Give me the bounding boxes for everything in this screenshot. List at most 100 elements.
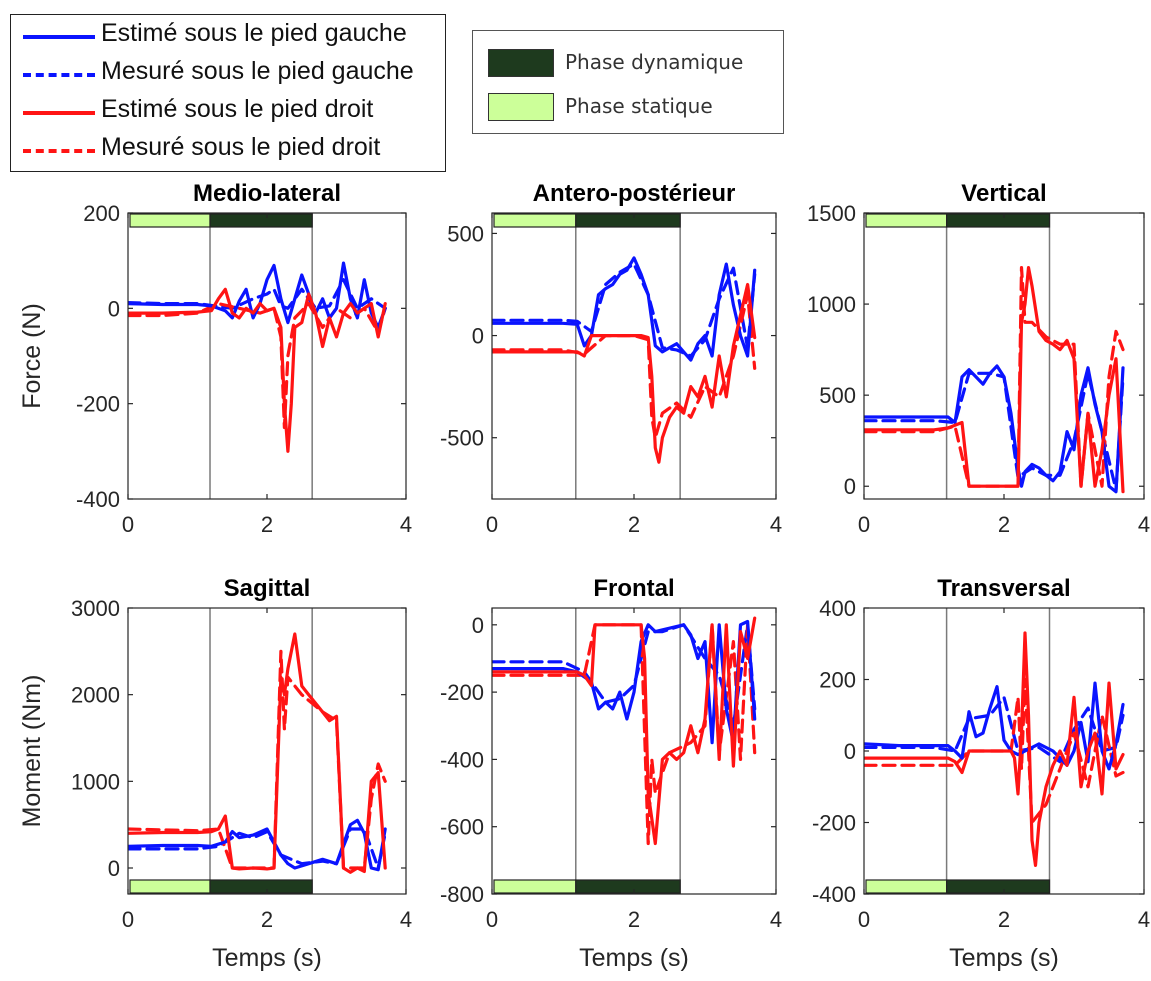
x-tick-label: 4 (400, 512, 412, 537)
x-axis-label: Temps (s) (579, 944, 689, 972)
x-tick-label: 0 (122, 512, 134, 537)
series-line-mes-gauche (492, 623, 757, 728)
x-tick-label: 2 (261, 907, 273, 932)
series-group (492, 616, 757, 846)
phase-swatch-dynamic (488, 49, 554, 77)
phase-bar-static (493, 879, 577, 894)
plot-background (128, 213, 406, 499)
y-tick-label: -400 (76, 487, 120, 512)
subplot-transversal: 0 2 4 -400 -200 0 200 400 Transversal Temps (s) (812, 575, 1150, 972)
y-tick-label: 0 (472, 613, 484, 638)
plot-background (864, 213, 1144, 499)
legend-swatch (23, 35, 95, 39)
x-tick-label: 4 (1138, 907, 1150, 932)
series-line-est-droit (128, 287, 387, 453)
phase-bar-static (865, 213, 948, 228)
y-tick-label: 0 (472, 324, 484, 349)
series-group (128, 261, 387, 453)
y-tick-label: 1500 (807, 201, 856, 226)
x-tick-label: 2 (998, 512, 1010, 537)
series-group (492, 256, 757, 464)
y-tick-label: 3000 (71, 596, 120, 621)
phase-bar-static (129, 213, 211, 228)
legend-swatch (23, 73, 95, 77)
subplot-antero-posterieur: 0 2 4 -500 0 500 Antero-postérieur (440, 180, 782, 537)
y-axis-label: Moment (Nm) (18, 675, 46, 828)
phase-bar-dynamic (209, 879, 313, 894)
y-tick-label: 0 (844, 474, 856, 499)
subplot-title: Antero-postérieur (533, 180, 736, 207)
y-tick-label: 500 (819, 383, 856, 408)
y-tick-label: -500 (440, 426, 484, 451)
series-group (864, 266, 1125, 494)
legend-swatch (23, 111, 95, 115)
subplot-title: Transversal (937, 575, 1070, 602)
x-tick-label: 4 (400, 907, 412, 932)
y-tick-label: -400 (440, 747, 484, 772)
x-tick-label: 0 (486, 907, 498, 932)
y-tick-label: 200 (819, 668, 856, 693)
series-line-est-droit (492, 616, 757, 846)
subplot-title: Sagittal (224, 575, 311, 602)
series-line-est-gauche (864, 364, 1125, 494)
x-tick-label: 4 (770, 512, 782, 537)
series-line-est-droit (864, 631, 1125, 868)
x-tick-label: 2 (628, 512, 640, 537)
series-group (864, 631, 1125, 868)
y-tick-label: -600 (440, 815, 484, 840)
phase-swatch-static (488, 93, 554, 121)
series-line-mes-droit (492, 623, 757, 846)
x-tick-label: 4 (770, 907, 782, 932)
legend-label: Mesuré sous le pied droit (101, 133, 381, 161)
x-axis-label: Temps (s) (949, 944, 1059, 972)
y-tick-label: 1000 (71, 769, 120, 794)
y-tick-label: 1000 (807, 292, 856, 317)
x-tick-label: 0 (122, 907, 134, 932)
subplot-frontal: 0 2 4 -800 -600 -400 -200 0 Frontal Temps (s) (440, 575, 782, 972)
y-tick-label: -400 (812, 882, 856, 907)
x-tick-label: 2 (998, 907, 1010, 932)
x-tick-label: 4 (1138, 512, 1150, 537)
subplot-vertical: 0 2 4 0 500 1000 1500 Vertical (807, 180, 1150, 537)
x-tick-label: 0 (858, 512, 870, 537)
subplot-title: Frontal (593, 575, 674, 602)
subplot-title: Medio-lateral (193, 180, 341, 207)
legend-swatch (23, 149, 95, 153)
phase-bar-static (865, 879, 948, 894)
y-tick-label: 2000 (71, 683, 120, 708)
series-line-mes-gauche (864, 695, 1125, 764)
phase-label: Phase statique (565, 94, 713, 118)
series-line-est-droit (128, 632, 387, 874)
series-group (128, 632, 387, 874)
phase-bar-dynamic (575, 213, 681, 228)
y-tick-label: -800 (440, 882, 484, 907)
series-line-est-gauche (128, 818, 387, 872)
series-line-est-droit (492, 282, 757, 464)
y-axis-label: Force (N) (18, 303, 46, 409)
series-line-est-gauche (864, 681, 1125, 771)
y-tick-label: -200 (440, 680, 484, 705)
x-axis-label: Temps (s) (212, 944, 322, 972)
series-legend: Estimé sous le pied gauche Mesuré sous l… (10, 14, 446, 172)
phase-bar-dynamic (209, 213, 313, 228)
phase-bar-dynamic (945, 879, 1051, 894)
phase-bar-dynamic (945, 213, 1051, 228)
legend-label: Estimé sous le pied gauche (101, 19, 407, 47)
y-tick-label: -200 (812, 811, 856, 836)
x-tick-label: 0 (858, 907, 870, 932)
phase-bar-dynamic (575, 879, 681, 894)
phase-legend: Phase dynamique Phase statique (472, 30, 784, 134)
y-tick-label: 0 (108, 296, 120, 321)
subplot-sagittal: 0 2 4 0 1000 2000 3000 Sagittal Moment (Nm) Temps… (18, 575, 412, 972)
x-tick-label: 2 (261, 512, 273, 537)
legend-label: Mesuré sous le pied gauche (101, 57, 414, 85)
phase-label: Phase dynamique (565, 50, 744, 74)
y-tick-label: -200 (76, 392, 120, 417)
legend-label: Estimé sous le pied droit (101, 95, 374, 123)
y-tick-label: 200 (83, 201, 120, 226)
x-tick-label: 2 (628, 907, 640, 932)
y-tick-label: 500 (447, 221, 484, 246)
subplot-medio-lateral: 0 2 4 -400 -200 0 200 Medio-lateral Force (N) (18, 180, 412, 537)
y-tick-label: 400 (819, 596, 856, 621)
